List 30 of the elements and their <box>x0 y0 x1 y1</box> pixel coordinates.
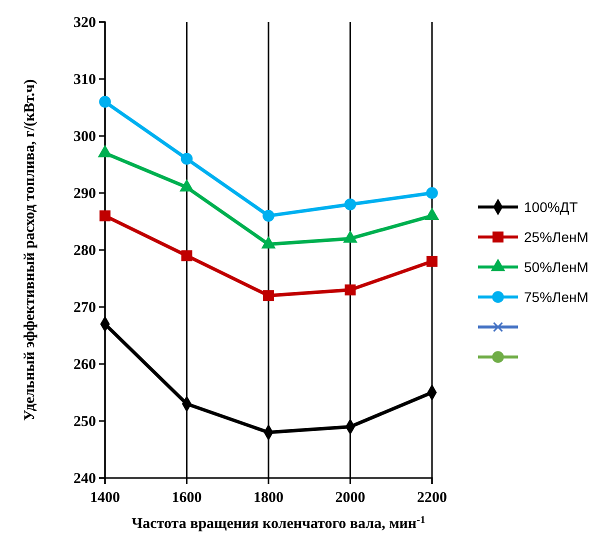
point <box>181 250 192 262</box>
y-tick-label: 310 <box>74 72 96 88</box>
x-axis-title: Частота вращения коленчатого вала, мин$^{-1}$ <box>132 514 426 532</box>
point <box>426 256 438 267</box>
x-tick-label: 2000 <box>335 490 366 506</box>
legend-label: 100%ДТ <box>524 199 578 215</box>
point <box>262 210 274 222</box>
x-tick-label: 2200 <box>417 490 447 506</box>
point <box>344 284 356 296</box>
y-tick-label: 290 <box>74 186 96 202</box>
y-axis-title: Удельный эффективный расход топлива, г/(кВт.ч) <box>22 79 38 421</box>
point <box>344 198 356 210</box>
y-tick-label: 300 <box>74 128 96 145</box>
point <box>99 96 111 108</box>
y-tick-label: 240 <box>74 470 96 487</box>
y-tick-label: 260 <box>74 356 96 373</box>
point <box>426 187 438 199</box>
y-tick-label: 250 <box>74 414 96 430</box>
point <box>180 152 193 165</box>
point <box>100 210 110 222</box>
x-tick-label: 1800 <box>254 490 284 506</box>
legend-label: 25%ЛенМ <box>524 229 588 245</box>
legend-label: 50%ЛенМ <box>524 259 588 275</box>
x-tick-label: 1600 <box>172 490 202 506</box>
legend-label: 75%ЛенМ <box>524 289 588 305</box>
point <box>263 290 274 302</box>
x-tick-label: 1400 <box>90 490 120 506</box>
y-tick-label: 270 <box>74 300 96 316</box>
y-tick-label: 320 <box>74 14 96 31</box>
y-tick-label: 280 <box>74 242 96 259</box>
